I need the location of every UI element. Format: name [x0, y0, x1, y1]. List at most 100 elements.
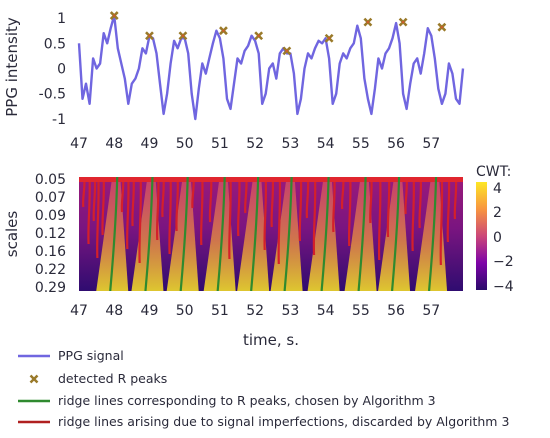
time-x-tick-label: 53 — [281, 303, 299, 319]
scales-tick-label: 0.29 — [35, 280, 66, 296]
r-peak-marker — [398, 17, 408, 27]
colorbar-tick-label: 4 — [493, 181, 502, 197]
legend-swatch — [29, 374, 39, 384]
scales-tick-label: 0.09 — [35, 208, 66, 224]
legend-item: PPG signal — [18, 348, 124, 363]
chosen-ridge-line — [320, 177, 330, 291]
time-x-tick-label: 49 — [141, 303, 159, 319]
legend-label: ridge lines corresponding to R peaks, ch… — [58, 393, 436, 408]
ppg-panel: PPG intensity 1 0.5 0 -0.5 -1 47 48 49 50 51 52 53… — [3, 11, 465, 152]
chosen-ridge-line — [216, 177, 226, 291]
scales-tick-label: 0.22 — [35, 262, 66, 278]
discarded-ridge-line — [298, 177, 303, 242]
cwt-bright-band — [415, 177, 448, 291]
discarded-ridge-line — [87, 177, 91, 245]
legend-item: ridge lines corresponding to R peaks, ch… — [18, 393, 436, 408]
ppg-x-tick-label: 57 — [422, 136, 440, 152]
chosen-ridge-line — [250, 177, 260, 291]
cwt-bright-band — [307, 177, 340, 291]
cwt-bright-band — [344, 177, 377, 291]
colorbar — [476, 182, 487, 290]
scales-tick-label: 0.07 — [35, 190, 66, 206]
ppg-y-tick-label: -0.5 — [39, 87, 66, 103]
r-peak-marker — [282, 46, 292, 56]
colorbar-tick-label: 2 — [493, 205, 502, 221]
ppg-x-tick-label: 49 — [141, 136, 159, 152]
discarded-ridge-line — [277, 177, 282, 265]
legend-item: ridge lines arising due to signal imperf… — [18, 414, 509, 429]
colorbar-title: CWT: — [476, 164, 511, 180]
discarded-ridge-line — [101, 177, 105, 236]
discarded-ridge-line — [200, 177, 204, 246]
ppg-x-tick-label: 56 — [387, 136, 405, 152]
time-x-tick-label: 50 — [176, 303, 194, 319]
discarded-ridge-line — [446, 177, 451, 243]
legend-label: ridge lines arising due to signal imperf… — [58, 414, 509, 429]
ppg-x-tick-label: 48 — [105, 136, 123, 152]
scales-y-axis-label: scales — [3, 211, 21, 258]
time-x-tick-label: 57 — [422, 303, 440, 319]
discarded-ridge-line — [386, 177, 391, 238]
cwt-bright-band — [237, 177, 270, 291]
ppg-y-tick-label: 0.5 — [44, 36, 66, 52]
discarded-ridge-line — [439, 177, 444, 266]
discarded-ridge-line — [236, 177, 241, 237]
discarded-ridge-line — [263, 177, 268, 251]
r-peak-marker — [324, 33, 334, 43]
cwt-bright-band — [96, 177, 129, 291]
chosen-ridge-line — [427, 177, 438, 291]
chosen-ridge-line — [357, 177, 367, 291]
ppg-y-tick-label: -1 — [52, 112, 66, 128]
chosen-ridge-line — [283, 177, 293, 291]
chosen-ridge-line — [109, 177, 119, 291]
time-x-tick-label: 47 — [70, 303, 88, 319]
scales-tick-label: 0.05 — [35, 172, 66, 188]
time-x-tick-label: 55 — [352, 303, 370, 319]
r-peak-marker — [145, 31, 154, 41]
ppg-y-tick-label: 0 — [57, 62, 66, 78]
ppg-x-tick-label: 53 — [281, 136, 299, 152]
discarded-ridge-line — [411, 177, 415, 252]
time-x-tick-label: 52 — [246, 303, 264, 319]
top-ridge-band — [79, 177, 463, 182]
time-x-tick-label: 54 — [317, 303, 335, 319]
r-peak-marker — [178, 31, 188, 41]
r-peak-marker — [219, 26, 228, 36]
discarded-ridge-line — [96, 177, 100, 259]
discarded-ridge-line — [138, 177, 142, 264]
scales-tick-label: 0.12 — [35, 226, 66, 242]
r-peak-marker — [363, 17, 373, 27]
scales-tick-label: 0.16 — [35, 244, 66, 260]
cwt-bright-band — [378, 177, 411, 291]
discarded-ridge-line — [155, 177, 160, 241]
r-peak-marker — [437, 22, 447, 32]
cwt-heatmap — [79, 177, 463, 291]
chosen-ridge-line — [144, 177, 154, 291]
r-peak-marker — [109, 11, 119, 20]
colorbar-tick-label: −2 — [493, 254, 514, 270]
time-x-tick-label: 48 — [105, 303, 123, 319]
colorbar-tick-label: −4 — [493, 279, 514, 295]
ppg-signal-line — [77, 14, 465, 121]
ppg-x-tick-label: 51 — [211, 136, 229, 152]
discarded-ridge-line — [347, 177, 352, 247]
legend-item: detected R peaks — [29, 371, 167, 386]
discarded-ridge-line — [126, 177, 130, 250]
chosen-ridge-line — [179, 177, 189, 291]
ppg-x-tick-label: 52 — [246, 136, 264, 152]
ppg-x-tick-label: 50 — [176, 136, 194, 152]
time-x-axis-label: time, s. — [243, 331, 299, 349]
ppg-x-tick-label: 54 — [317, 136, 335, 152]
colorbar-tick-label: 0 — [493, 230, 502, 246]
ppg-y-axis-label: PPG intensity — [3, 17, 21, 117]
cwt-bright-band — [166, 177, 199, 291]
discarded-ridge-line — [168, 177, 172, 255]
discarded-ridge-line — [312, 177, 317, 256]
discarded-ridge-line — [228, 177, 232, 260]
cwt-panel: scales 0.05 0.07 0.09 0.12 0.16 0.22 0.29 47 48… — [3, 164, 514, 349]
legend-label: PPG signal — [58, 348, 124, 363]
discarded-ridge-line — [332, 177, 336, 233]
discarded-ridge-line — [175, 177, 179, 232]
cwt-bright-band — [203, 177, 236, 291]
